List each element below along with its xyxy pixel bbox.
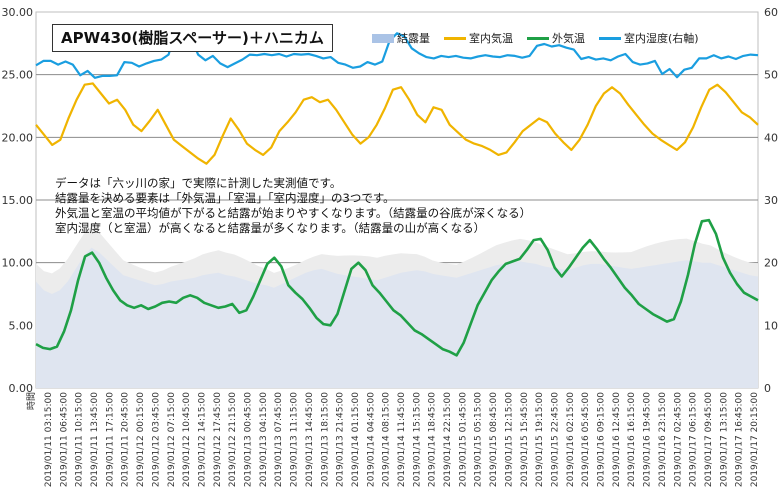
x-tick-label: 2019/01/13 18:15:00 <box>320 392 330 487</box>
legend-item-condensation: 結露量 <box>372 30 430 46</box>
y-right-tick-label: 20 <box>764 257 778 270</box>
series-line-humidity <box>35 27 759 79</box>
x-tick-label: 2019/01/13 04:15:00 <box>259 392 269 487</box>
x-tick-label: 2019/01/12 07:15:00 <box>167 392 177 487</box>
x-tick-label: 2019/01/12 00:15:00 <box>136 392 146 487</box>
annotation-line: 結露量を決める要素は「外気温」「室温」「室内湿度」の3つです。 <box>55 191 395 205</box>
x-tick-label: 2019/01/17 16:45:00 <box>735 392 745 487</box>
legend-item-room-temp: 室内気温 <box>444 30 513 46</box>
legend-swatch-condensation <box>372 33 394 43</box>
y-left-tick-label: 10.00 <box>2 257 34 270</box>
series-line-outdoor-temp <box>35 218 759 357</box>
legend-label-condensation: 結露量 <box>397 32 430 45</box>
x-tick-label: 2019/01/12 03:45:00 <box>151 392 161 487</box>
series-area-condensation <box>36 247 758 388</box>
x-tick-label: 2019/01/15 08:45:00 <box>489 392 499 487</box>
x-tick-label: 2019/01/15 19:15:00 <box>535 392 545 487</box>
x-tick-label: 2019/01/15 05:15:00 <box>474 392 484 487</box>
x-tick-label: 2019/01/12 10:45:00 <box>182 392 192 487</box>
x-tick-label: 2019/01/13 07:45:00 <box>274 392 284 487</box>
x-tick-label: 2019/01/17 06:15:00 <box>689 392 699 487</box>
x-tick-label: 2019/01/17 20:15:00 <box>750 392 760 487</box>
x-tick-label: 2019/01/16 23:15:00 <box>658 392 668 487</box>
x-tick-label: 2019/01/12 14:15:00 <box>198 392 208 487</box>
annotation-line: 室内湿度（と室温）が高くなると結露量が多くなります。（結露量の山が高くなる） <box>55 221 486 235</box>
y-right-tick-label: 40 <box>764 131 778 144</box>
y-left-tick-label: 15.00 <box>2 194 34 207</box>
y-left-tick-label: 25.00 <box>2 69 34 82</box>
x-tick-label: 2019/01/16 16:15:00 <box>627 392 637 487</box>
x-tick-label: 2019/01/14 01:15:00 <box>351 392 361 487</box>
x-tick-label: 2019/01/12 21:15:00 <box>228 392 238 487</box>
legend-swatch-outdoor-temp <box>527 36 549 40</box>
series-line-room-temp <box>35 82 759 165</box>
x-tick-label: 2019/01/11 20:45:00 <box>121 392 131 487</box>
x-tick-label: 2019/01/12 17:45:00 <box>213 392 223 487</box>
legend-item-humidity: 室内湿度(右軸) <box>599 30 699 46</box>
x-tick-label: 2019/01/15 01:45:00 <box>458 392 468 487</box>
x-tick-label: 2019/01/16 02:15:00 <box>566 392 576 487</box>
y-left-tick-label: 20.00 <box>2 131 34 144</box>
legend-label-room-temp: 室内気温 <box>469 32 513 45</box>
x-tick-label: 2019/01/13 21:45:00 <box>336 392 346 487</box>
x-tick-label: 2019/01/15 12:15:00 <box>504 392 514 487</box>
y-right-tick-label: 60 <box>764 6 778 19</box>
annotation-text: データは「六ッ川の家」で実際に計測した実測値です。 結露量を決める要素は「外気温… <box>55 176 531 236</box>
x-tick-label: 2019/01/16 19:45:00 <box>643 392 653 487</box>
x-tick-label: 2019/01/15 22:45:00 <box>551 392 561 487</box>
legend-label-humidity: 室内湿度(右軸) <box>624 32 699 45</box>
x-tick-label: 2019/01/16 05:45:00 <box>581 392 591 487</box>
y-left-tick-label: 30.00 <box>2 6 34 19</box>
y-right-tick-label: 10 <box>764 319 778 332</box>
legend-swatch-humidity <box>599 36 621 40</box>
x-tick-label: 2019/01/11 03:15:00 <box>44 392 54 487</box>
x-tick-label: 2019/01/11 10:15:00 <box>75 392 85 487</box>
chart-title: APW430(樹脂スペーサー)＋ハニカム <box>52 24 333 52</box>
x-tick-label: 2019/01/13 11:15:00 <box>290 392 300 487</box>
y-left-tick-label: 5.00 <box>9 319 34 332</box>
y-left-tick-label: 0.00 <box>9 382 34 395</box>
x-tick-label: 2019/01/17 13:15:00 <box>719 392 729 487</box>
x-tick-label: 2019/01/14 04:45:00 <box>366 392 376 487</box>
x-tick-label: 2019/01/14 18:45:00 <box>428 392 438 487</box>
x-tick-label: 2019/01/13 00:45:00 <box>244 392 254 487</box>
legend: 結露量 室内気温 外気温 室内湿度(右軸) <box>372 30 699 46</box>
x-tick-label: 2019/01/15 15:45:00 <box>520 392 530 487</box>
x-tick-label: 2019/01/14 08:15:00 <box>382 392 392 487</box>
x-tick-label: 2019/01/14 22:15:00 <box>443 392 453 487</box>
x-tick-label: 2019/01/17 02:45:00 <box>673 392 683 487</box>
x-tick-label: 2019/01/16 12:45:00 <box>612 392 622 487</box>
x-tick-label: 2019/01/17 09:45:00 <box>704 392 714 487</box>
x-tick-label: 2019/01/11 13:45:00 <box>90 392 100 487</box>
y-right-tick-label: 30 <box>764 194 778 207</box>
annotation-line: データは「六ッ川の家」で実際に計測した実測値です。 <box>55 176 342 190</box>
x-tick-label: 2019/01/16 09:15:00 <box>597 392 607 487</box>
legend-item-outdoor-temp: 外気温 <box>527 30 585 46</box>
x-tick-label: 2019/01/11 17:15:00 <box>105 392 115 487</box>
legend-swatch-room-temp <box>444 36 466 40</box>
y-right-tick-label: 0 <box>764 382 771 395</box>
x-tick-label: 2019/01/13 14:45:00 <box>305 392 315 487</box>
x-tick-label: 2019/01/11 06:45:00 <box>59 392 69 487</box>
legend-label-outdoor-temp: 外気温 <box>552 32 585 45</box>
x-axis-label: 時間 <box>26 392 37 410</box>
annotation-line: 外気温と室温の平均値が下がると結露が始まりやすくなります。（結露量の谷底が深くな… <box>55 206 532 220</box>
x-tick-label: 2019/01/14 11:45:00 <box>397 392 407 487</box>
y-right-tick-label: 50 <box>764 69 778 82</box>
x-tick-label: 2019/01/14 15:15:00 <box>412 392 422 487</box>
